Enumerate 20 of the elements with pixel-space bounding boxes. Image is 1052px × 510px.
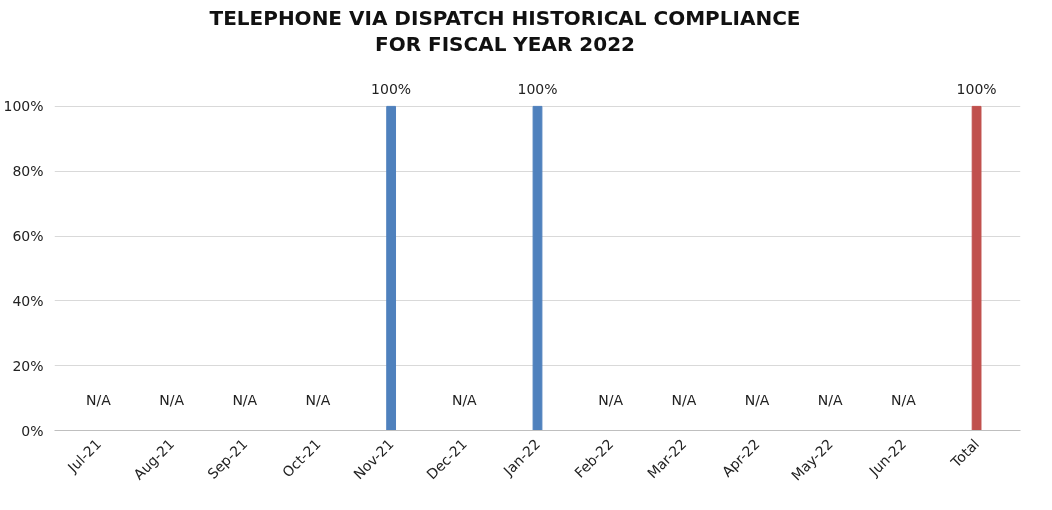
text: N/A bbox=[598, 391, 624, 408]
text: N/A bbox=[159, 391, 184, 408]
y-tick-label: 40% bbox=[12, 292, 44, 309]
y-tick-label: 60% bbox=[12, 228, 44, 245]
text: N/A bbox=[86, 391, 111, 408]
text: N/A bbox=[744, 391, 770, 408]
text: N/A bbox=[232, 391, 258, 408]
data-label: 100% bbox=[956, 80, 997, 97]
y-tick-label: 100% bbox=[3, 98, 44, 115]
data-label: 100% bbox=[517, 80, 558, 97]
chart-title: TELEPHONE VIA DISPATCH HISTORICAL COMPLIANCE FOR FISCAL YEAR 2022 bbox=[209, 5, 801, 57]
y-tick-label: 20% bbox=[12, 357, 44, 374]
text: N/A bbox=[817, 391, 843, 408]
text: N/A bbox=[305, 391, 331, 408]
y-tick-label: 0% bbox=[21, 422, 44, 439]
text: N/A bbox=[891, 391, 916, 408]
text: N/A bbox=[671, 391, 697, 408]
y-tick-label: 80% bbox=[12, 163, 44, 180]
text: N/A bbox=[451, 391, 477, 408]
data-label: 100% bbox=[371, 80, 412, 97]
